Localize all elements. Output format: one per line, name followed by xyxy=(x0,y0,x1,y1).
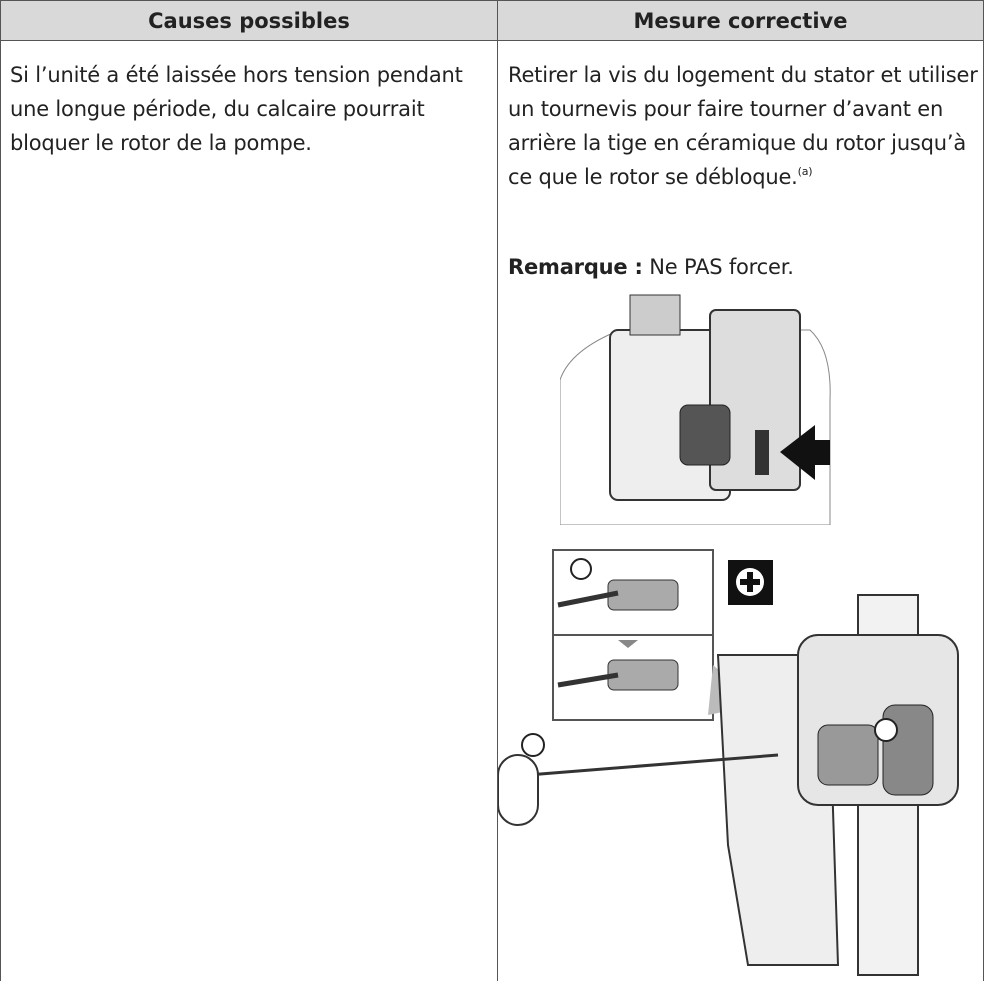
remark-label: Remarque : xyxy=(508,255,643,279)
pump-photo xyxy=(560,294,831,525)
header-cell: Causes possibles xyxy=(1,1,497,40)
table-border xyxy=(497,0,498,981)
table-border xyxy=(0,40,984,41)
instruction: Retirer la vis du logement du stator et … xyxy=(508,63,978,189)
table-border xyxy=(0,0,984,1)
remark-text: Ne PAS forcer. xyxy=(649,255,794,279)
remark: Remarque : Ne PAS forcer. xyxy=(508,250,978,284)
cell-text: Si l’unité a été laissée hors tension pe… xyxy=(10,63,463,155)
cell-text: Retirer la vis du logement du stator et … xyxy=(508,58,978,194)
footnote-ref: (a) xyxy=(797,165,813,178)
rotor-diagram xyxy=(498,549,959,976)
table-border xyxy=(0,0,1,981)
header-cell: Mesure corrective xyxy=(498,1,983,40)
